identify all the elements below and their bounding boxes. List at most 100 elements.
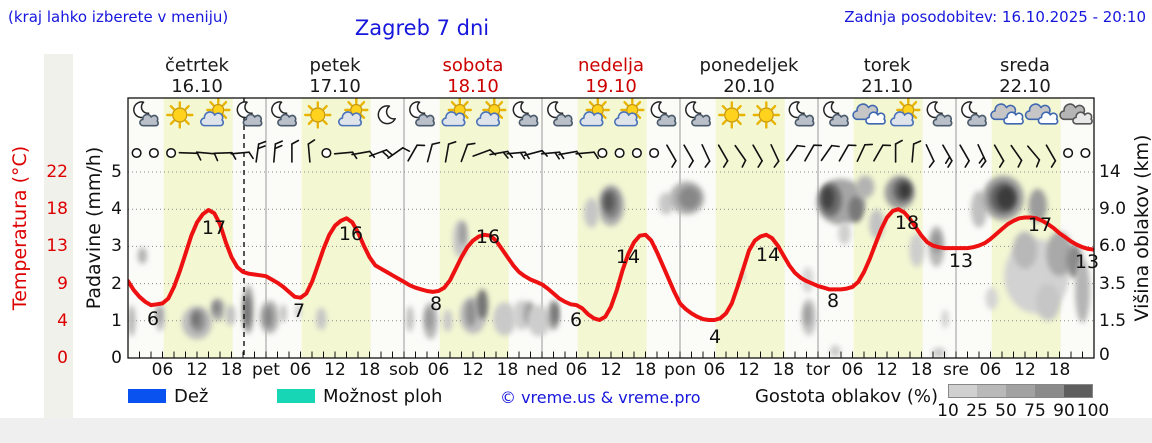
temp-value-label: 8	[827, 290, 839, 312]
calm-wind-icon	[131, 147, 142, 159]
temp-tick-label: 13	[46, 236, 68, 257]
cloud-blob	[1046, 231, 1073, 277]
day-date: 20.10	[723, 76, 775, 97]
day-band	[853, 98, 923, 358]
wind-barb-icon	[717, 144, 729, 168]
cloud-blob	[316, 307, 327, 331]
moon-icon-part	[377, 105, 396, 125]
temp-value-label: 6	[147, 308, 159, 330]
sun-ray	[636, 100, 642, 107]
wind-barb-icon	[444, 141, 457, 163]
weather-icon-moon	[377, 105, 396, 125]
cloud-scale-tick-label: 90	[1053, 401, 1075, 421]
cloud-blob	[821, 186, 835, 210]
showers-legend-swatch	[277, 389, 315, 403]
weather-icon-sun	[752, 101, 780, 129]
wind-barb-icon	[426, 141, 441, 163]
wind-barb-icon	[195, 151, 219, 162]
calm-wind-icon	[1063, 147, 1074, 159]
rain-legend-label: Dež	[174, 386, 209, 407]
cloud-scale-tick-label: 25	[966, 401, 988, 421]
hour-label: 18	[772, 360, 795, 380]
day-date: 17.10	[309, 76, 361, 97]
temp-value-label: 6	[570, 309, 582, 331]
cloud-icon-part	[1037, 111, 1059, 125]
wind-barb-icon	[734, 144, 747, 168]
temp-value-label: 14	[756, 244, 780, 266]
temp-tick-label: 9	[57, 273, 68, 294]
weather-icon-sun-cloud	[200, 97, 231, 127]
calm-wind-icon	[321, 147, 332, 159]
temp-tick-label: 18	[46, 199, 68, 220]
weather-icon-moon-cloud	[133, 101, 159, 127]
cloud-blob	[584, 198, 599, 228]
cloud-blob	[603, 192, 614, 212]
wind-barb-icon	[786, 144, 806, 162]
cloud-height-tick-label: 3.5	[1099, 273, 1127, 294]
sun-ray	[636, 113, 642, 120]
temp-value-label: 17	[1028, 214, 1052, 236]
copyright-link[interactable]: © vreme.us & vreme.pro	[500, 388, 701, 407]
wind-barb-icon	[911, 140, 922, 163]
weather-icon-moon-cloud	[512, 101, 539, 127]
cloud-blob	[213, 301, 220, 315]
day-name: ponedeljek	[699, 55, 799, 76]
calm-wind-icon	[1080, 147, 1091, 159]
cloud-scale-tick-label: 50	[995, 401, 1017, 421]
hour-label: 18	[1048, 360, 1071, 380]
sun-ray	[209, 100, 215, 107]
day-abbrev-label: ned	[525, 360, 559, 380]
weather-icon-moon-cloud	[823, 101, 849, 127]
cloud-blob	[465, 300, 476, 327]
day-date: 18.10	[447, 76, 499, 97]
wind-barb-icon	[1010, 144, 1023, 168]
sun-ray	[307, 119, 313, 126]
wind-barb-icon	[368, 149, 393, 158]
weather-icon-cloud	[1024, 103, 1059, 125]
weather-icon-sun-cloud	[476, 97, 507, 127]
sun-ray	[463, 113, 469, 120]
cloud-icon-part	[1072, 111, 1093, 125]
wind-barb-icon	[291, 139, 300, 163]
day-name: torek	[863, 55, 911, 76]
calm-wind-icon	[614, 147, 625, 159]
cloud-blob	[856, 175, 875, 199]
weather-icon-sun-cloud	[579, 97, 610, 127]
weather-icon-moon-cloud	[788, 101, 815, 127]
sun-ray	[169, 119, 175, 126]
sun-ray	[623, 100, 629, 107]
cloud-icon-part	[1003, 111, 1024, 125]
hour-label: 12	[462, 360, 484, 380]
temp-value-label: 16	[339, 223, 363, 245]
cloud-blob	[1035, 283, 1061, 321]
hour-label: 18	[910, 360, 933, 380]
wind-barb-icon	[770, 144, 780, 168]
cloud-scale-segment	[977, 384, 1006, 398]
cloud-blob	[493, 302, 517, 336]
wind-barb-icon	[701, 144, 711, 168]
cloud-blob	[996, 186, 1016, 210]
location-hint: (kraj lahko izberete v meniju)	[8, 8, 229, 26]
weather-icon-cloud	[852, 103, 886, 125]
temp-value-label: 16	[476, 226, 500, 248]
wind-barb-icon	[942, 144, 953, 168]
sun-ray	[360, 100, 366, 107]
sun-ray	[307, 104, 313, 111]
day-name: petek	[309, 55, 361, 76]
weather-icon-sun-cloud	[338, 97, 369, 127]
weather-icon-sun	[718, 101, 746, 129]
day-abbrev-label: tor	[805, 360, 831, 380]
precip-tick-label: 3	[111, 236, 122, 257]
weather-icon-cloud-gray	[1059, 103, 1093, 125]
hour-label: 12	[876, 360, 898, 380]
weather-icon-moon-cloud	[650, 101, 677, 127]
day-abbrev-label: pon	[664, 360, 696, 380]
sun-ray	[721, 119, 727, 126]
cloud-blob	[941, 309, 949, 329]
cloud-scale-tick-label: 100	[1076, 401, 1110, 421]
cloud-scale-segment	[1064, 384, 1093, 398]
wind-barb-icon	[804, 144, 823, 162]
temp-value-label: 13	[1075, 251, 1099, 273]
hour-label: 18	[496, 360, 519, 380]
